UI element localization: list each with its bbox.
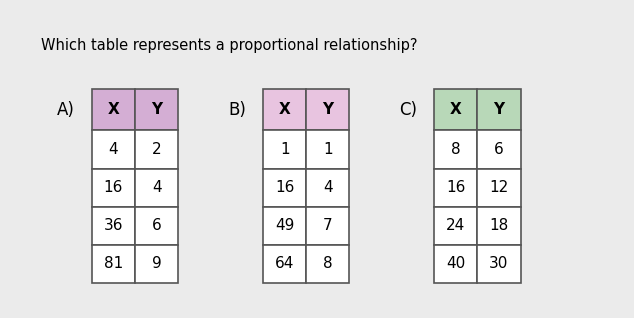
Bar [434, 245, 477, 283]
Bar [477, 89, 521, 130]
Bar [306, 130, 349, 169]
Bar [477, 130, 521, 169]
Text: 8: 8 [451, 142, 461, 157]
Text: 4: 4 [152, 180, 162, 195]
Text: A): A) [57, 101, 75, 119]
Text: Y: Y [151, 102, 162, 117]
Bar [306, 89, 349, 130]
Bar [263, 130, 306, 169]
Text: 2: 2 [152, 142, 162, 157]
Bar [263, 245, 306, 283]
Text: 16: 16 [446, 180, 465, 195]
Bar [477, 169, 521, 207]
Text: 64: 64 [275, 256, 294, 272]
Bar [135, 89, 178, 130]
Bar [434, 207, 477, 245]
Text: B): B) [228, 101, 246, 119]
Text: 8: 8 [323, 256, 333, 272]
Bar [92, 89, 135, 130]
Text: 18: 18 [489, 218, 508, 233]
Bar [434, 89, 477, 130]
Bar [92, 245, 135, 283]
Bar [477, 245, 521, 283]
Text: X: X [108, 102, 119, 117]
Text: 36: 36 [104, 218, 123, 233]
Text: X: X [279, 102, 290, 117]
Bar [434, 130, 477, 169]
Bar [135, 207, 178, 245]
Bar [306, 245, 349, 283]
Text: Y: Y [322, 102, 333, 117]
Bar [263, 169, 306, 207]
Text: 6: 6 [152, 218, 162, 233]
Text: 49: 49 [275, 218, 294, 233]
Bar [263, 89, 306, 130]
Text: 6: 6 [494, 142, 504, 157]
Text: 30: 30 [489, 256, 508, 272]
Text: 40: 40 [446, 256, 465, 272]
Bar [263, 207, 306, 245]
Bar [92, 169, 135, 207]
Bar [135, 245, 178, 283]
Text: 9: 9 [152, 256, 162, 272]
Bar [306, 169, 349, 207]
Text: 16: 16 [104, 180, 123, 195]
Text: 12: 12 [489, 180, 508, 195]
Bar [135, 169, 178, 207]
Bar [477, 207, 521, 245]
Text: C): C) [399, 101, 417, 119]
Text: 4: 4 [323, 180, 333, 195]
Text: 16: 16 [275, 180, 294, 195]
Bar [135, 130, 178, 169]
Text: 24: 24 [446, 218, 465, 233]
Bar [92, 207, 135, 245]
Text: 7: 7 [323, 218, 333, 233]
Bar [434, 169, 477, 207]
Bar [306, 207, 349, 245]
Text: X: X [450, 102, 462, 117]
Text: 1: 1 [280, 142, 290, 157]
Text: 81: 81 [104, 256, 123, 272]
Text: 4: 4 [108, 142, 119, 157]
Bar [92, 130, 135, 169]
Text: Which table represents a proportional relationship?: Which table represents a proportional re… [41, 38, 418, 53]
Text: Y: Y [493, 102, 505, 117]
Text: 1: 1 [323, 142, 333, 157]
